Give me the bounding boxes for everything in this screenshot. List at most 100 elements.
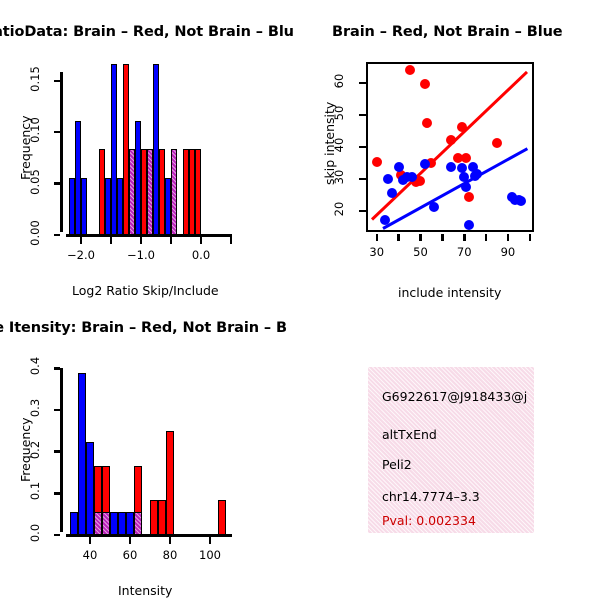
scatter-point <box>492 137 502 148</box>
x-tick-mark <box>441 234 444 241</box>
x-tick-label: 80 <box>162 548 178 562</box>
scatter-point <box>422 118 433 129</box>
histogram-bar <box>70 511 78 535</box>
y-tick-mark <box>359 81 366 85</box>
scatter-point <box>472 169 483 180</box>
histogram-bar <box>126 511 134 535</box>
y-tick-label: 0.10 <box>28 117 42 143</box>
scatter-point <box>459 172 470 183</box>
y-tick-mark <box>54 408 60 412</box>
y-tick-mark <box>54 130 60 134</box>
ratio-histogram-title: RatioData: Brain – Red, Not Brain – Blu <box>0 24 294 40</box>
scatter-point <box>446 134 457 145</box>
y-tick-mark <box>54 450 60 453</box>
scatter-point <box>371 157 382 168</box>
x-tick-mark <box>139 237 143 244</box>
histogram-bar <box>147 149 153 235</box>
histogram-bar <box>129 149 135 235</box>
x-tick-mark <box>484 234 488 241</box>
intensity-histogram-bars <box>66 360 234 535</box>
scatter-point <box>406 172 417 182</box>
scatter-point <box>387 188 398 199</box>
x-tick-label: 100 <box>199 548 221 562</box>
ratio-histogram-bars <box>66 55 234 235</box>
histogram-bar <box>159 149 165 235</box>
y-tick-label: 0.0 <box>28 523 42 543</box>
x-tick-mark <box>229 237 233 244</box>
scatter-xlabel: include intensity <box>398 285 502 300</box>
intensity-y-axis-line <box>60 368 63 532</box>
scatter-point <box>463 192 474 203</box>
x-tick-mark <box>397 234 400 241</box>
ratio-x-axis-line <box>66 234 232 237</box>
y-tick-label: 0.00 <box>28 220 42 246</box>
scatter-point <box>380 215 391 226</box>
histogram-bar <box>105 177 111 235</box>
scatter-point <box>428 202 439 212</box>
intensity-histogram-xlabel: Intensity <box>118 583 173 598</box>
y-tick-mark <box>54 79 60 82</box>
scatter-title: Brain – Red, Not Brain – Blue <box>332 24 563 40</box>
y-tick-mark <box>359 209 366 213</box>
scatter-point <box>457 122 468 133</box>
y-tick-label: 0.05 <box>28 168 42 195</box>
x-tick-mark <box>528 234 532 241</box>
x-tick-mark <box>169 237 173 244</box>
scatter-point <box>461 153 472 164</box>
scatter-point <box>446 161 457 172</box>
histogram-bar <box>94 511 102 535</box>
y-tick-mark <box>54 233 60 237</box>
histogram-bar <box>117 177 123 235</box>
histogram-bar <box>183 149 189 235</box>
scatter-point <box>419 78 430 89</box>
intensity-histogram-title: ne Itensity: Brain – Red, Not Brain – B <box>0 320 287 336</box>
x-tick-label: −2.0 <box>67 248 95 262</box>
y-tick-mark <box>54 182 60 185</box>
histogram-bar <box>158 500 166 535</box>
y-tick-mark <box>54 533 60 537</box>
y-tick-label: 0.2 <box>28 440 42 459</box>
scatter-point <box>452 152 463 163</box>
x-tick-label: 90 <box>500 245 516 259</box>
histogram-bar <box>110 511 118 535</box>
panel-scatter: Brain – Red, Not Brain – Blue skip inten… <box>300 0 600 300</box>
x-tick-mark <box>199 237 203 244</box>
y-tick-mark <box>54 367 60 370</box>
histogram-bar <box>86 442 94 535</box>
x-tick-mark <box>79 237 83 244</box>
scatter-point <box>404 65 415 76</box>
histogram-bar <box>78 372 86 535</box>
x-tick-mark <box>128 537 132 544</box>
scatter-point <box>426 157 437 168</box>
scatter-point <box>463 219 474 230</box>
panel-ratio-histogram: RatioData: Brain – Red, Not Brain – Blu … <box>0 0 300 300</box>
panel-info: G6922617@J918433@j altTxEnd Peli2 chr14.777… <box>300 300 600 600</box>
x-tick-label: 70 <box>456 245 472 259</box>
x-tick-mark <box>88 537 92 544</box>
histogram-bar <box>165 177 171 235</box>
y-tick-mark <box>359 145 366 149</box>
panel-intensity-histogram: ne Itensity: Brain – Red, Not Brain – B … <box>0 300 300 600</box>
histogram-bar <box>75 120 81 235</box>
histogram-bar <box>171 149 177 235</box>
annotation-gene: Peli2 <box>382 457 412 472</box>
x-tick-label: −1.0 <box>127 248 155 262</box>
x-tick-mark <box>109 237 113 244</box>
intensity-x-axis-line <box>66 534 232 537</box>
scatter-point <box>467 162 478 173</box>
regression-line <box>371 70 529 221</box>
histogram-bar <box>135 120 141 235</box>
scatter-point <box>419 158 430 169</box>
y-tick-label: 0.4 <box>28 357 42 376</box>
annotation-locus: chr14.7774–3.3 <box>382 489 480 504</box>
histogram-bar <box>81 177 87 235</box>
ratio-histogram-xlabel: Log2 Ratio Skip/Include <box>72 283 219 298</box>
histogram-bar <box>118 511 126 535</box>
x-tick-label: 50 <box>413 245 428 259</box>
scatter-point <box>461 182 472 193</box>
scatter-point <box>393 161 404 172</box>
y-tick-label: 60 <box>332 73 346 89</box>
histogram-bar <box>218 500 226 535</box>
histogram-bar <box>123 63 129 235</box>
